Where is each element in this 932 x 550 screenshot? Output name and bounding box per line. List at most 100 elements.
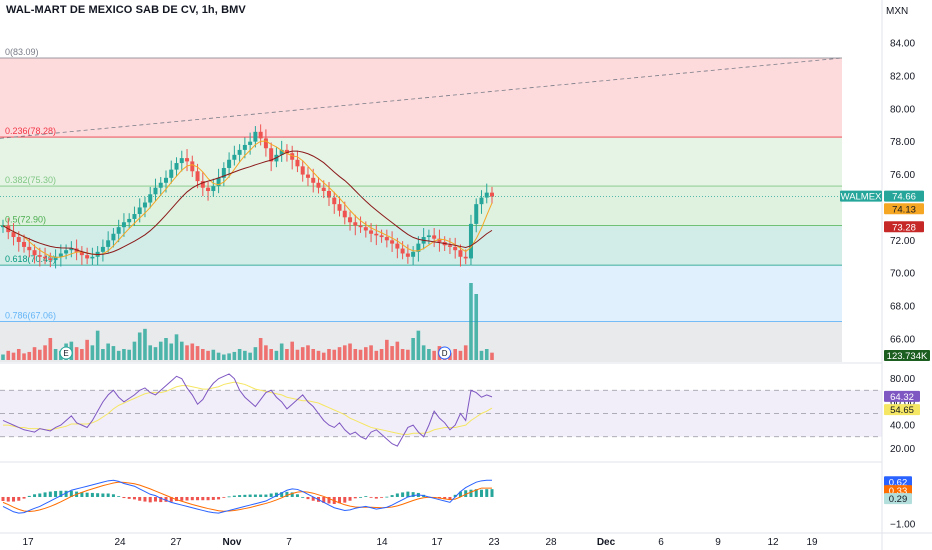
macd-histogram-bar: [12, 496, 16, 502]
candle-body: [379, 235, 384, 238]
volume-bar: [148, 345, 153, 360]
candle-body: [100, 246, 105, 252]
volume-bar: [311, 349, 316, 360]
rsi-tick-label: 20.00: [890, 444, 915, 455]
price-tick-label: 78.00: [890, 137, 915, 148]
volume-bar: [316, 350, 321, 360]
price-tick-label: 66.00: [890, 334, 915, 345]
volume-bar: [158, 341, 163, 360]
volume-bar: [27, 351, 32, 360]
candle-body: [426, 235, 431, 238]
macd-histogram-bar: [196, 496, 200, 501]
macd-tick-label: −1.00: [890, 519, 916, 530]
candle-body: [484, 192, 489, 198]
macd-histogram-bar: [222, 496, 226, 498]
volume-bar: [179, 341, 184, 360]
volume-bar: [269, 349, 273, 360]
macd-histogram-bar: [385, 496, 389, 498]
macd-line: [2, 479, 492, 514]
volume-bar: [11, 352, 16, 360]
time-tick-label: 14: [376, 537, 388, 548]
candle-body: [300, 166, 305, 175]
macd-histogram-bar: [401, 492, 405, 497]
macd-histogram-bar: [353, 496, 357, 499]
fib-zone: [0, 137, 842, 187]
rsi-tick-label: 80.00: [890, 374, 915, 385]
candle-body: [43, 256, 48, 259]
time-tick-label: Nov: [223, 537, 242, 548]
candle-body: [169, 169, 174, 178]
fib-zone: [0, 57, 842, 138]
fib-level-label: 0.5(72.90): [5, 215, 46, 225]
candle-body: [437, 238, 442, 242]
volume-bar: [174, 334, 179, 360]
fib-zone: [0, 225, 842, 266]
candle-body: [216, 177, 221, 187]
candle-body: [458, 250, 463, 257]
candle-body: [53, 256, 58, 261]
macd-histogram-bar: [85, 492, 89, 497]
volume-bar: [48, 338, 53, 360]
volume-bar: [395, 341, 400, 360]
candle-body: [327, 191, 331, 198]
candle-body: [311, 177, 316, 183]
volume-bar: [484, 349, 489, 360]
macd-histogram-bar: [238, 495, 242, 497]
volume-badge-bg: [884, 350, 930, 361]
candle-body: [348, 217, 353, 223]
time-tick-label: 28: [545, 537, 557, 548]
volume-bar: [164, 338, 168, 360]
volume-bar: [406, 349, 410, 360]
volume-bar: [332, 349, 337, 360]
volume-bar: [127, 349, 131, 360]
volume-bar: [243, 350, 247, 360]
candle-body: [164, 177, 168, 183]
volume-bar: [390, 346, 394, 360]
macd-histogram-bar: [138, 496, 142, 501]
macd-histogram-bar: [264, 494, 268, 497]
volume-bar: [290, 341, 294, 360]
rsi-tick-label: 40.00: [890, 421, 915, 432]
candle-body: [221, 167, 226, 178]
candle-body: [211, 186, 216, 191]
fib-zone: [0, 186, 842, 226]
event-marker: [59, 346, 73, 360]
time-tick-label: 19: [806, 537, 818, 548]
histogram-badge: 0.29: [889, 494, 908, 505]
candle-body: [411, 251, 416, 257]
macd-histogram-bar: [311, 496, 315, 501]
volume-bar: [16, 349, 21, 360]
macd-histogram-bar: [411, 492, 415, 497]
volume-bar: [453, 349, 457, 360]
candle-body: [185, 158, 190, 162]
event-marker-label: D: [442, 349, 448, 358]
rsi-ma-badge-bg: [884, 404, 920, 416]
candle-body: [453, 246, 458, 251]
macd-histogram-bar: [101, 493, 105, 497]
volume-bar: [32, 347, 37, 360]
macd-histogram-bar: [274, 492, 278, 497]
macd-histogram-bar: [122, 496, 126, 499]
volume-bar: [206, 350, 210, 360]
macd-histogram-bar: [380, 496, 384, 498]
volume-bar: [400, 349, 405, 360]
volume-bar: [432, 350, 436, 360]
macd-histogram-bar: [290, 492, 294, 497]
macd-histogram-bar: [153, 496, 157, 502]
price-tick-label: 68.00: [890, 302, 915, 313]
candle-body: [358, 225, 363, 228]
volume-bar: [274, 350, 279, 360]
time-tick-label: 17: [431, 537, 443, 548]
volume-bar: [38, 349, 42, 360]
macd-histogram-bar: [243, 494, 247, 497]
volume-bar: [469, 283, 473, 360]
fib-zone: [0, 321, 842, 362]
candle-body: [174, 163, 179, 170]
volume-bar: [6, 350, 11, 360]
volume-bar: [337, 347, 342, 360]
candle-body: [416, 243, 421, 252]
macd-histogram-bar: [38, 493, 42, 497]
fib-level-label: 0(83.09): [5, 47, 39, 57]
time-tick-label: 17: [22, 537, 34, 548]
